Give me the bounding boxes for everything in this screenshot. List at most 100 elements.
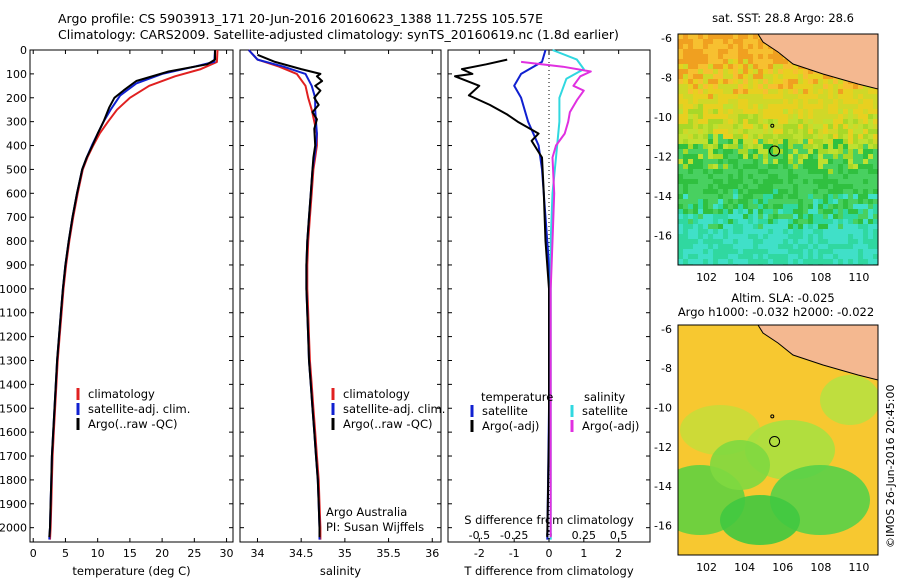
sst-cell [858,179,863,184]
sst-cell [738,184,743,189]
sst-cell [723,124,728,129]
sst-cell [708,174,713,179]
sst-cell [828,154,833,159]
sst-cell [733,209,738,214]
sst-cell [818,204,823,209]
y-tick-label: -12 [654,441,672,454]
sst-cell [788,234,793,239]
sst-cell [823,79,828,84]
sst-cell [718,189,723,194]
sst-cell [788,89,793,94]
sst-cell [713,79,718,84]
sst-cell [853,164,858,169]
sst-cell [853,239,858,244]
sst-cell [678,209,683,214]
sst-cell [763,154,768,159]
sst-cell [693,239,698,244]
map-title: sat. SST: 28.8 Argo: 28.6 [712,11,854,25]
sst-cell [808,214,813,219]
sst-cell [873,209,878,214]
sst-cell [773,244,778,249]
y-tick-label: 700 [6,211,27,224]
sst-cell [763,59,768,64]
sst-cell [823,189,828,194]
sst-cell [738,49,743,54]
series-line [257,53,324,538]
sst-cell [828,194,833,199]
sst-cell [828,244,833,249]
sst-cell [853,144,858,149]
sst-cell [848,229,853,234]
sst-cell [783,69,788,74]
sst-cell [828,214,833,219]
sst-cell [683,154,688,159]
sst-cell [828,134,833,139]
sst-cell [778,129,783,134]
sst-cell [788,179,793,184]
sst-cell [683,249,688,254]
sst-cell [823,164,828,169]
sst-cell [873,129,878,134]
sst-cell [753,234,758,239]
sst-cell [743,84,748,89]
sst-cell [763,249,768,254]
sst-cell [683,134,688,139]
sst-cell [758,219,763,224]
sst-cell [873,154,878,159]
sst-cell [713,174,718,179]
sst-cell [713,64,718,69]
sst-cell [688,159,693,164]
sst-cell [828,99,833,104]
sst-cell [798,159,803,164]
sst-cell [753,64,758,69]
sst-cell [848,144,853,149]
sst-cell [848,209,853,214]
sst-cell [708,104,713,109]
sst-cell [793,164,798,169]
sst-cell [708,234,713,239]
sst-cell [858,174,863,179]
sst-cell [818,164,823,169]
sst-cell [683,239,688,244]
sst-cell [773,79,778,84]
sst-cell [743,89,748,94]
sst-cell [738,154,743,159]
sst-cell [688,69,693,74]
sst-cell [783,159,788,164]
island-marker [770,123,775,128]
sst-cell [773,159,778,164]
sst-cell [723,204,728,209]
sst-cell [853,174,858,179]
sst-cell [688,129,693,134]
sst-cell [858,224,863,229]
sst-cell [808,194,813,199]
sst-cell [723,214,728,219]
sst-cell [838,189,843,194]
sst-cell [853,219,858,224]
sst-cell [808,224,813,229]
sst-cell [688,59,693,64]
sst-cell [758,199,763,204]
sst-cell [828,139,833,144]
sst-cell [823,214,828,219]
legend-label: satellite-adj. clim. [88,402,190,416]
sst-cell [813,169,818,174]
sst-cell [713,94,718,99]
sst-cell [703,99,708,104]
sst-cell [863,194,868,199]
sst-cell [693,89,698,94]
sst-cell [683,139,688,144]
sst-cell [828,224,833,229]
sst-cell [678,179,683,184]
sst-cell [728,244,733,249]
sst-cell [873,234,878,239]
sst-cell [863,84,868,89]
sst-cell [688,189,693,194]
sst-cell [678,134,683,139]
sst-cell [848,179,853,184]
sst-cell [753,179,758,184]
sst-cell [748,219,753,224]
sst-cell [858,254,863,259]
sst-cell [738,174,743,179]
sst-cell [863,229,868,234]
